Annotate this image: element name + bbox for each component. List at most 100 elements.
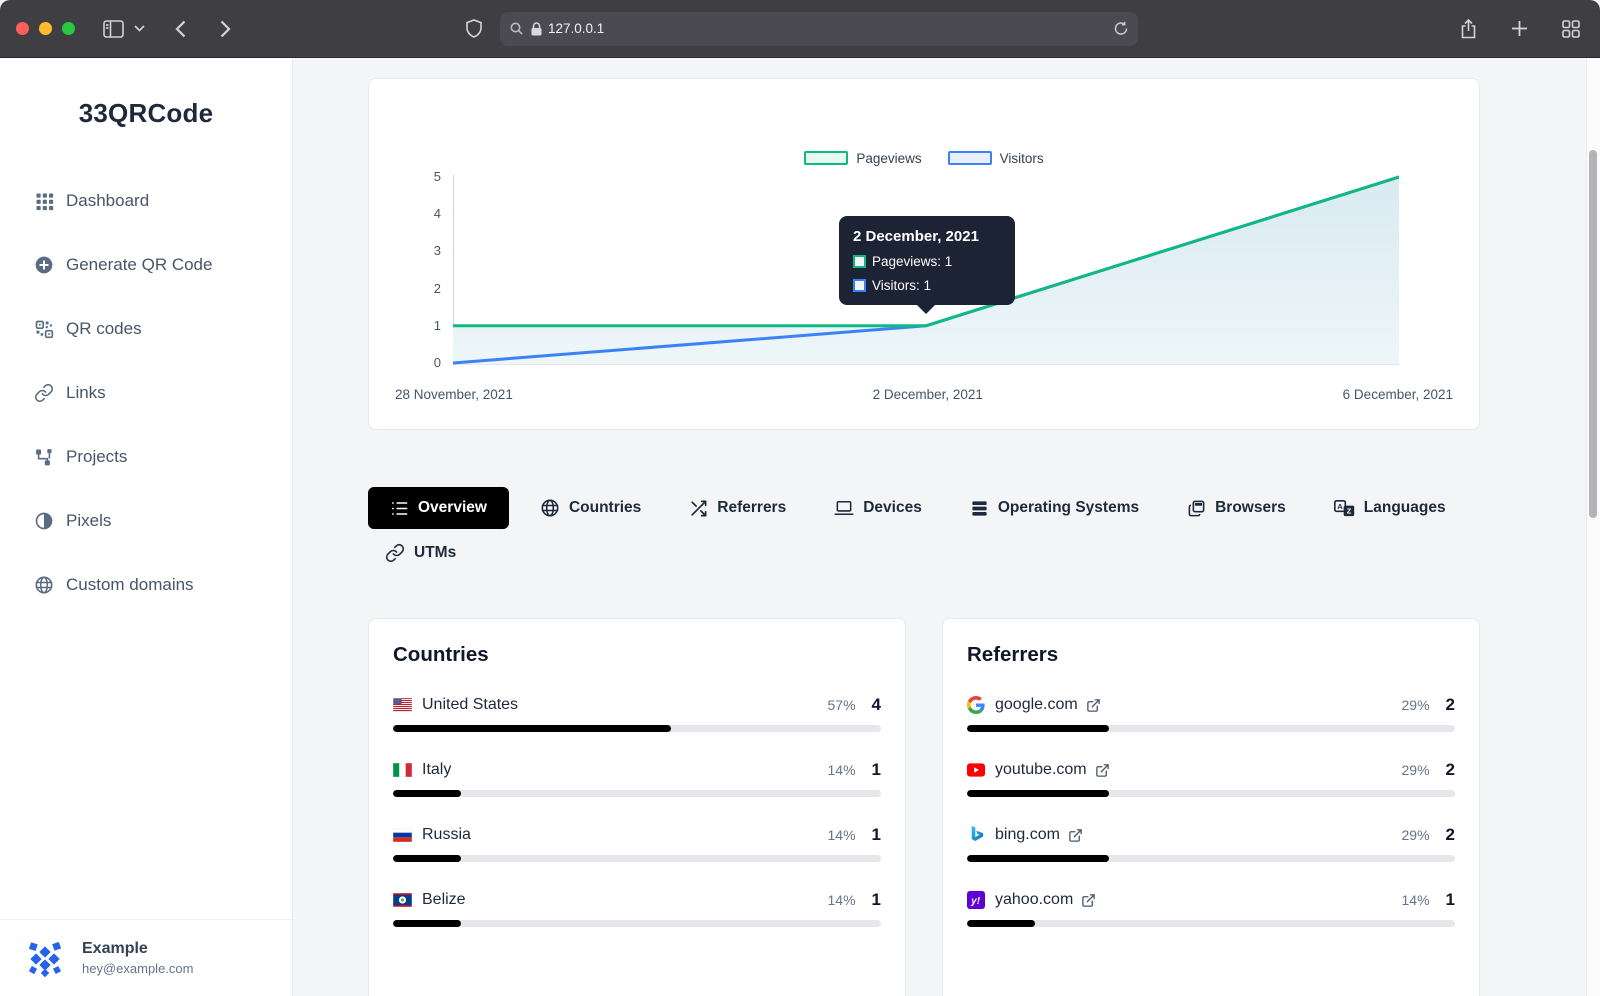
browser-toolbar: 127.0.0.1 [0, 0, 1600, 58]
analytics-tabs: Overview Countries Referrers Devices Operati… [368, 487, 1480, 574]
window-controls[interactable] [16, 22, 75, 35]
user-email: hey@example.com [82, 961, 194, 976]
chart-legend: Pageviews Visitors [369, 149, 1479, 167]
tab-overview-icon[interactable] [1558, 16, 1584, 42]
progress-bar [967, 855, 1455, 862]
legend-swatch [947, 151, 992, 165]
percent-value: 14% [1401, 892, 1430, 908]
external-link-icon[interactable] [1095, 763, 1110, 778]
referrer-name[interactable]: yahoo.com [995, 891, 1074, 908]
tab-utms[interactable]: UTMs [368, 532, 473, 574]
globe-icon [540, 498, 560, 518]
percent-value: 57% [827, 697, 856, 713]
google-favicon-icon [967, 696, 985, 714]
sidebar-item-links[interactable]: Links [0, 361, 292, 425]
minimize-window-button[interactable] [39, 22, 52, 35]
count-value: 1 [871, 825, 881, 844]
tab-label: Browsers [1215, 499, 1286, 516]
chevron-down-icon[interactable] [130, 21, 149, 36]
sidebar: 33QRCode Dashboard Generate QR Code QR cod… [0, 58, 293, 996]
new-tab-icon[interactable] [1507, 16, 1532, 41]
reload-icon[interactable] [1114, 21, 1128, 36]
sidebar-item-custom-domains[interactable]: Custom domains [0, 553, 292, 617]
y-tick-label: 3 [433, 243, 441, 259]
tab-overview[interactable]: Overview [368, 487, 509, 529]
zoom-window-button[interactable] [62, 22, 75, 35]
country-row: Belize 14% 1 [393, 890, 881, 927]
legend-item-visitors[interactable]: Visitors [947, 151, 1044, 166]
close-window-button[interactable] [16, 22, 29, 35]
globe-icon [33, 574, 55, 596]
svg-text:A: A [1337, 501, 1343, 510]
back-button[interactable] [171, 16, 190, 42]
legend-label: Pageviews [856, 150, 922, 166]
x-tick-label: 28 November, 2021 [395, 387, 513, 402]
privacy-shield-icon[interactable] [462, 15, 486, 42]
tab-referrers[interactable]: Referrers [672, 487, 803, 529]
count-value: 2 [1445, 695, 1455, 714]
forward-button[interactable] [216, 16, 235, 42]
tab-browsers[interactable]: Browsers [1170, 487, 1303, 529]
x-axis-labels: 28 November, 2021 2 December, 2021 6 Decem… [369, 387, 1479, 402]
percent-value: 29% [1401, 697, 1430, 713]
tab-countries[interactable]: Countries [523, 487, 658, 529]
count-value: 1 [1445, 890, 1455, 909]
percent-value: 14% [827, 827, 856, 843]
progress-bar [967, 920, 1455, 927]
external-link-icon[interactable] [1086, 698, 1101, 713]
flag-belize-icon [393, 893, 412, 907]
referrer-name[interactable]: bing.com [995, 826, 1060, 843]
main-content: Pageviews Visitors 0 1 2 3 4 5 2 December, 202… [293, 58, 1600, 996]
countries-card: Countries United States 57% 4 Italy 14% 1 Russ… [368, 618, 906, 996]
list-icon [390, 499, 409, 518]
sidebar-item-generate-qr-code[interactable]: Generate QR Code [0, 233, 292, 297]
external-link-icon[interactable] [1068, 828, 1083, 843]
tab-languages[interactable]: A Z Languages [1317, 487, 1463, 529]
progress-bar [967, 790, 1455, 797]
tooltip-row: Pageviews: 1 [853, 254, 1001, 269]
legend-item-pageviews[interactable]: Pageviews [804, 150, 922, 166]
chart-plot[interactable]: 2 December, 2021 Pageviews: 1 Visitors: 1 [451, 175, 1401, 365]
sidebar-item-label: Projects [66, 447, 128, 466]
sitemap-icon [33, 446, 55, 468]
y-tick-label: 2 [433, 280, 441, 296]
country-row: Russia 14% 1 [393, 825, 881, 862]
flag-united-states-icon [393, 698, 412, 712]
share-icon[interactable] [1456, 15, 1481, 43]
qr-icon [33, 318, 55, 340]
referrer-row: bing.com 29% 2 [967, 825, 1455, 862]
bing-favicon-icon [967, 826, 985, 844]
referrers-card-title: Referrers [967, 643, 1059, 666]
svg-text:y!: y! [970, 896, 981, 907]
search-icon [510, 22, 523, 35]
tab-devices[interactable]: Devices [817, 487, 939, 529]
avatar [24, 937, 66, 979]
count-value: 4 [871, 695, 881, 714]
link-icon [385, 543, 405, 563]
laptop-icon [834, 498, 854, 518]
chart-tooltip: 2 December, 2021 Pageviews: 1 Visitors: 1 [839, 216, 1015, 314]
referrer-row: y! yahoo.com 14% 1 [967, 890, 1455, 927]
user-name: Example [82, 940, 148, 957]
legend-swatch [804, 151, 849, 165]
sidebar-item-dashboard[interactable]: Dashboard [0, 169, 292, 233]
scrollbar-thumb[interactable] [1589, 150, 1597, 518]
address-bar[interactable]: 127.0.0.1 [500, 11, 1138, 46]
referrer-name[interactable]: google.com [995, 696, 1078, 713]
sidebar-item-projects[interactable]: Projects [0, 425, 292, 489]
shuffle-icon [689, 499, 708, 518]
percent-value: 14% [827, 762, 856, 778]
external-link-icon[interactable] [1081, 893, 1096, 908]
country-name: Belize [422, 891, 466, 908]
sidebar-item-qr-codes[interactable]: QR codes [0, 297, 292, 361]
tooltip-date: 2 December, 2021 [853, 228, 979, 245]
sidebar-item-pixels[interactable]: Pixels [0, 489, 292, 553]
user-menu[interactable]: Example hey@example.com [0, 919, 292, 996]
link-icon [33, 382, 55, 404]
referrer-row: youtube.com 29% 2 [967, 760, 1455, 797]
tooltip-value: Pageviews: 1 [872, 254, 953, 269]
tab-operating-systems[interactable]: Operating Systems [953, 487, 1156, 529]
referrer-name[interactable]: youtube.com [995, 761, 1087, 778]
y-tick-label: 0 [433, 355, 441, 370]
sidebar-toggle-icon[interactable] [99, 16, 128, 42]
